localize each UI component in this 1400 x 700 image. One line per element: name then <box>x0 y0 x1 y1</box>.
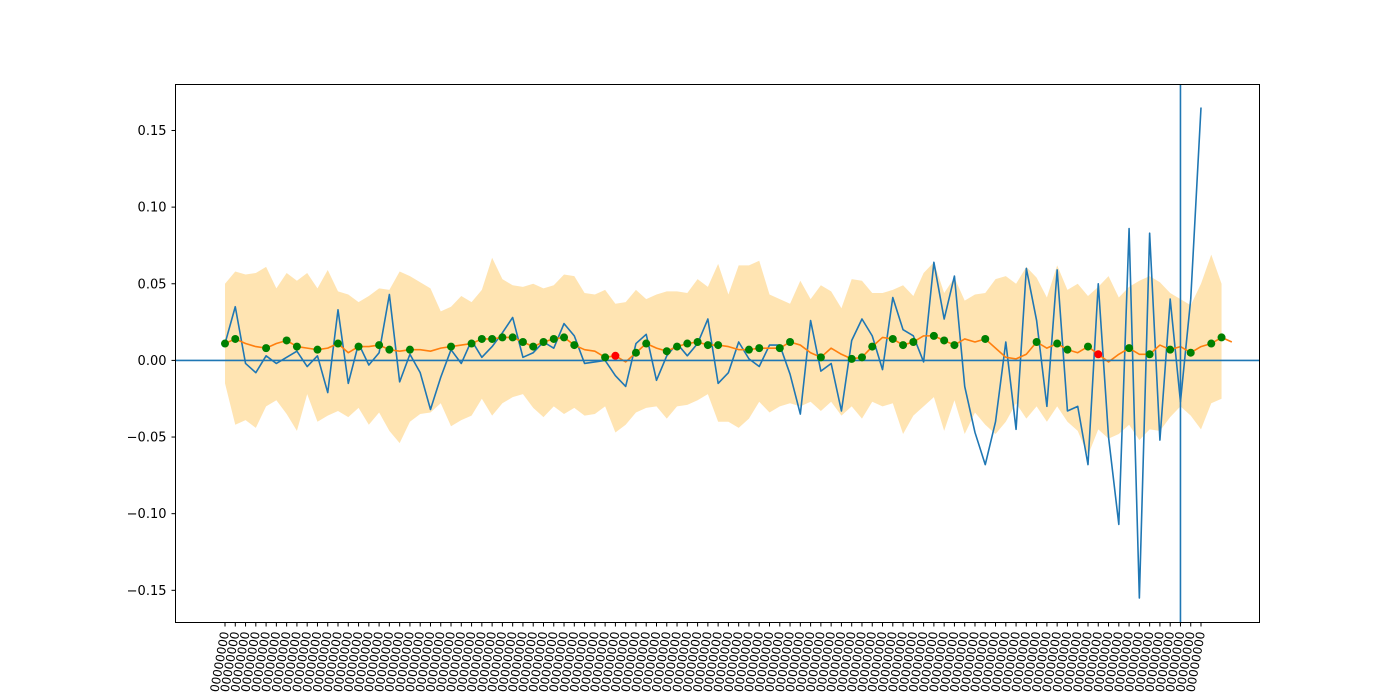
y-axis-ticks: 0.15 0.10 0.05 0.00 −0.05 −0.10 −0.15 <box>127 124 176 599</box>
green-marker <box>385 345 394 354</box>
green-marker <box>539 338 548 347</box>
red-marker <box>611 351 620 360</box>
y-tick-label: 0.00 <box>138 354 167 369</box>
x-axis-ticks: 0000000000000000000000000000000000000000… <box>208 622 1208 693</box>
green-marker <box>549 334 558 343</box>
green-marker <box>940 336 949 345</box>
green-marker <box>1063 345 1072 354</box>
green-marker <box>950 341 959 350</box>
green-marker <box>714 341 723 350</box>
green-marker <box>498 333 507 342</box>
green-marker <box>313 345 322 354</box>
y-tick-label: 0.10 <box>138 201 167 216</box>
green-marker <box>786 338 795 347</box>
green-marker <box>683 339 692 348</box>
green-marker <box>334 339 343 348</box>
green-marker <box>693 338 702 347</box>
green-marker <box>231 334 240 343</box>
green-marker <box>981 334 990 343</box>
y-tick-label: 0.05 <box>138 277 167 292</box>
green-marker <box>488 334 497 343</box>
green-marker <box>1166 345 1175 354</box>
green-marker <box>755 344 764 353</box>
green-marker <box>1032 338 1041 347</box>
green-marker <box>1186 348 1195 357</box>
green-marker <box>631 348 640 357</box>
green-marker <box>405 345 414 354</box>
green-marker <box>909 338 918 347</box>
green-marker <box>1145 350 1154 359</box>
green-marker <box>673 342 682 351</box>
green-marker <box>899 341 908 350</box>
green-marker <box>282 336 291 345</box>
green-marker <box>857 353 866 362</box>
y-tick-label: −0.05 <box>127 431 167 446</box>
green-marker <box>662 347 671 356</box>
green-marker <box>477 334 486 343</box>
green-marker <box>847 354 856 363</box>
confidence-band-layer <box>225 254 1222 456</box>
green-marker <box>447 342 456 351</box>
green-marker <box>1053 339 1062 348</box>
green-marker <box>1125 344 1134 353</box>
y-tick-label: 0.15 <box>138 124 167 139</box>
plot-area-frame <box>175 84 1260 623</box>
green-marker <box>1207 339 1216 348</box>
green-marker <box>262 344 271 353</box>
green-marker <box>560 333 569 342</box>
green-marker <box>703 341 712 350</box>
green-marker <box>642 339 651 348</box>
green-marker <box>292 342 301 351</box>
series-line <box>224 107 1202 599</box>
green-marker <box>529 342 538 351</box>
reference-lines <box>175 84 1260 623</box>
y-tick-label: −0.10 <box>127 507 167 522</box>
green-marker <box>775 344 784 353</box>
green-marker <box>1083 342 1092 351</box>
confidence-band <box>225 254 1222 456</box>
red-marker <box>1094 350 1103 359</box>
green-marker <box>518 338 527 347</box>
green-marker <box>929 331 938 340</box>
green-marker <box>868 342 877 351</box>
green-marker <box>375 341 384 350</box>
green-marker <box>570 341 579 350</box>
green-marker <box>508 333 517 342</box>
marker-layer <box>221 331 1226 363</box>
y-tick-label: −0.15 <box>127 584 167 599</box>
green-marker <box>1217 333 1226 342</box>
green-marker <box>888 334 897 343</box>
green-marker <box>601 353 610 362</box>
green-marker <box>816 353 825 362</box>
green-marker <box>221 339 229 348</box>
green-marker <box>467 339 476 348</box>
green-marker <box>744 345 753 354</box>
green-marker <box>354 342 363 351</box>
